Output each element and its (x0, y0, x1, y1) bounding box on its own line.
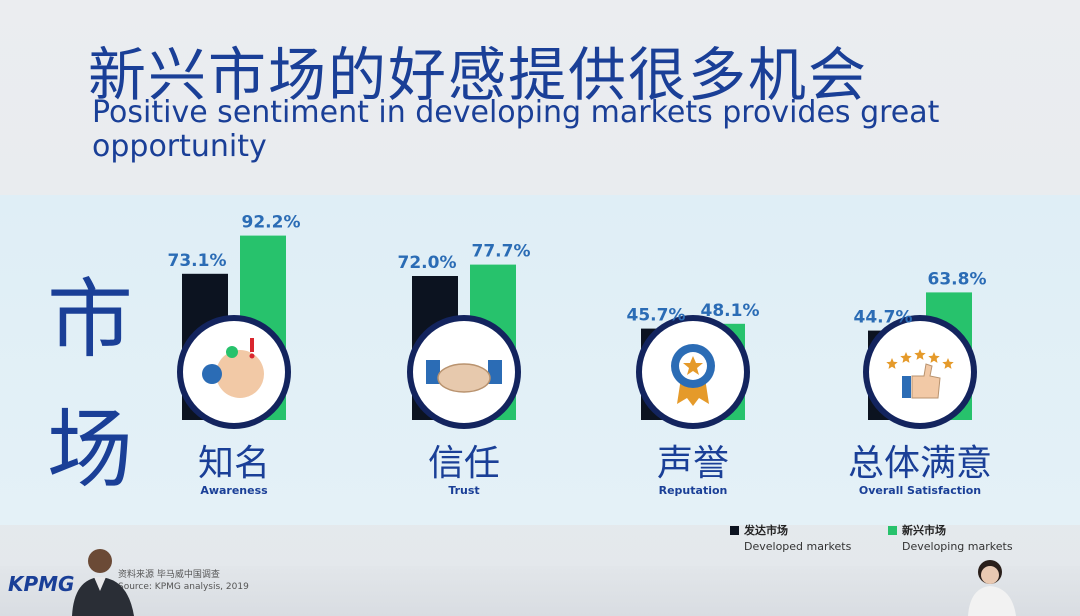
thumb-cuff (902, 376, 911, 398)
slide-title-chinese: 新兴市场的好感提供很多机会 (88, 41, 869, 109)
slide-title-english: Positive sentiment in developing markets… (92, 95, 940, 164)
legend-developing: 新兴市场 Developing markets (888, 522, 1013, 553)
category-label-3: 声誉 (657, 443, 729, 484)
value-label-developing-2: 77.7% (472, 242, 531, 262)
legend-developed-en: Developed markets (744, 540, 852, 553)
legend-developed: 发达市场 Developed markets (730, 522, 851, 553)
thumb-hand (911, 363, 941, 399)
source-note: 资料来源 毕马威中国调查 Source: KPMG analysis, 2019 (118, 569, 249, 593)
value-label-developing-1: 92.2% (242, 213, 301, 233)
exclaim-bar (250, 338, 254, 352)
star-5 (942, 358, 954, 369)
head-shape (216, 350, 264, 398)
exclaim-dot (249, 353, 255, 359)
market-vertical-label: 市 场 (30, 255, 150, 515)
category-label-en-4: Overall Satisfaction (859, 484, 981, 497)
footer-bar (0, 566, 1080, 616)
star-1 (886, 358, 898, 369)
handshake-icon-glyph (426, 360, 502, 393)
value-label-developing-3: 48.1% (701, 301, 760, 321)
category-label-1: 知名 (198, 443, 270, 484)
five-stars-thumbs-up-icon-glyph (886, 349, 954, 399)
legend-swatch-developed (730, 526, 739, 535)
five-stars-thumbs-up-icon (863, 315, 977, 429)
category-label-en-3: Reputation (659, 484, 728, 497)
category-label-4: 总体满意 (848, 443, 992, 484)
presenter-left-silhouette (72, 549, 134, 616)
legend-developing-en: Developing markets (902, 540, 1013, 553)
value-label-developed-2: 72.0% (398, 253, 457, 273)
market-label-char-2: 场 (47, 400, 133, 500)
info-badge (202, 364, 222, 384)
presenter-right-silhouette (968, 560, 1016, 616)
kpmg-logo: KPMG (8, 572, 75, 596)
value-label-developed-1: 73.1% (168, 251, 227, 271)
medal-icon-glyph (671, 344, 715, 406)
value-label-developed-4: 44.7% (854, 308, 913, 328)
star-2 (900, 352, 912, 363)
category-label-2: 信任 (428, 443, 500, 484)
market-label-char-1: 市 (47, 270, 133, 370)
value-label-developed-3: 45.7% (627, 306, 686, 326)
value-label-developing-4: 63.8% (928, 269, 987, 289)
legend-developing-zh: 新兴市场 (902, 524, 946, 537)
cuff-left (426, 360, 440, 384)
legend-developed-zh: 发达市场 (744, 524, 788, 537)
awareness-head-icon-glyph (202, 338, 264, 398)
star-3 (914, 349, 926, 360)
medal-star (683, 356, 703, 375)
legend-swatch-developing (888, 526, 897, 535)
category-label-en-2: Trust (448, 484, 479, 497)
gear-shape (226, 346, 238, 358)
star-4 (928, 352, 940, 363)
source-en: Source: KPMG analysis, 2019 (118, 582, 249, 592)
category-label-en-1: Awareness (200, 484, 268, 497)
hands-shape (437, 363, 491, 393)
source-zh: 资料来源 毕马威中国调查 (118, 570, 220, 580)
cuff-right (488, 360, 502, 384)
